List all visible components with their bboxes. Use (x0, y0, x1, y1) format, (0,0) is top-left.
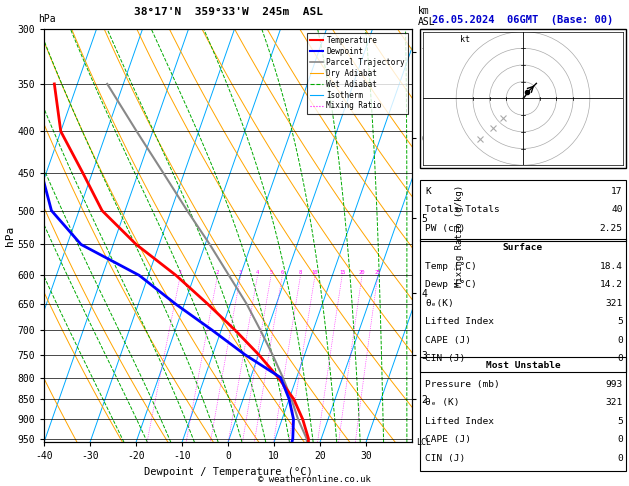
Text: Lifted Index: Lifted Index (425, 417, 494, 426)
Text: CIN (J): CIN (J) (425, 454, 465, 463)
Text: 321: 321 (606, 399, 623, 407)
Text: Totals Totals: Totals Totals (425, 206, 500, 214)
Text: 5: 5 (269, 270, 273, 276)
Text: Lifted Index: Lifted Index (425, 317, 494, 326)
Text: 5: 5 (617, 317, 623, 326)
Text: 14.2: 14.2 (599, 280, 623, 289)
Text: θₑ(K): θₑ(K) (425, 299, 454, 308)
Text: 0: 0 (617, 354, 623, 363)
Text: 15: 15 (339, 270, 345, 276)
Y-axis label: Mixing Ratio (g/kg): Mixing Ratio (g/kg) (455, 185, 464, 287)
Text: 321: 321 (606, 299, 623, 308)
Text: 6: 6 (281, 270, 284, 276)
Text: Surface: Surface (503, 243, 543, 252)
Legend: Temperature, Dewpoint, Parcel Trajectory, Dry Adiabat, Wet Adiabat, Isotherm, Mi: Temperature, Dewpoint, Parcel Trajectory… (306, 33, 408, 114)
Text: CAPE (J): CAPE (J) (425, 336, 471, 345)
Text: 20: 20 (359, 270, 365, 276)
Text: K: K (425, 187, 431, 196)
Text: 26.05.2024  06GMT  (Base: 00): 26.05.2024 06GMT (Base: 00) (432, 15, 614, 25)
Text: 25: 25 (374, 270, 381, 276)
Text: Dewp (°C): Dewp (°C) (425, 280, 477, 289)
Text: 40: 40 (611, 206, 623, 214)
Text: CAPE (J): CAPE (J) (425, 435, 471, 444)
Text: 10: 10 (312, 270, 318, 276)
Text: hPa: hPa (38, 14, 55, 24)
Text: LCL: LCL (416, 438, 431, 447)
Text: 17: 17 (611, 187, 623, 196)
X-axis label: Dewpoint / Temperature (°C): Dewpoint / Temperature (°C) (143, 467, 313, 477)
Y-axis label: hPa: hPa (4, 226, 14, 246)
Text: 18.4: 18.4 (599, 262, 623, 271)
Text: 2.25: 2.25 (599, 224, 623, 233)
Text: km
ASL: km ASL (418, 6, 436, 27)
Text: PW (cm): PW (cm) (425, 224, 465, 233)
Text: 8: 8 (299, 270, 302, 276)
Text: 38°17'N  359°33'W  245m  ASL: 38°17'N 359°33'W 245m ASL (133, 7, 323, 17)
Text: Pressure (mb): Pressure (mb) (425, 380, 500, 389)
Text: Most Unstable: Most Unstable (486, 362, 560, 370)
Text: 5: 5 (617, 417, 623, 426)
Text: CIN (J): CIN (J) (425, 354, 465, 363)
Text: kt: kt (460, 35, 469, 44)
Text: θₑ (K): θₑ (K) (425, 399, 460, 407)
Text: 993: 993 (606, 380, 623, 389)
Text: 2: 2 (216, 270, 220, 276)
Text: 0: 0 (617, 454, 623, 463)
Text: 3: 3 (239, 270, 242, 276)
Text: 1: 1 (179, 270, 182, 276)
Text: 0: 0 (617, 336, 623, 345)
Text: Temp (°C): Temp (°C) (425, 262, 477, 271)
Text: © weatheronline.co.uk: © weatheronline.co.uk (258, 474, 371, 484)
Text: 4: 4 (256, 270, 259, 276)
Text: 0: 0 (617, 435, 623, 444)
